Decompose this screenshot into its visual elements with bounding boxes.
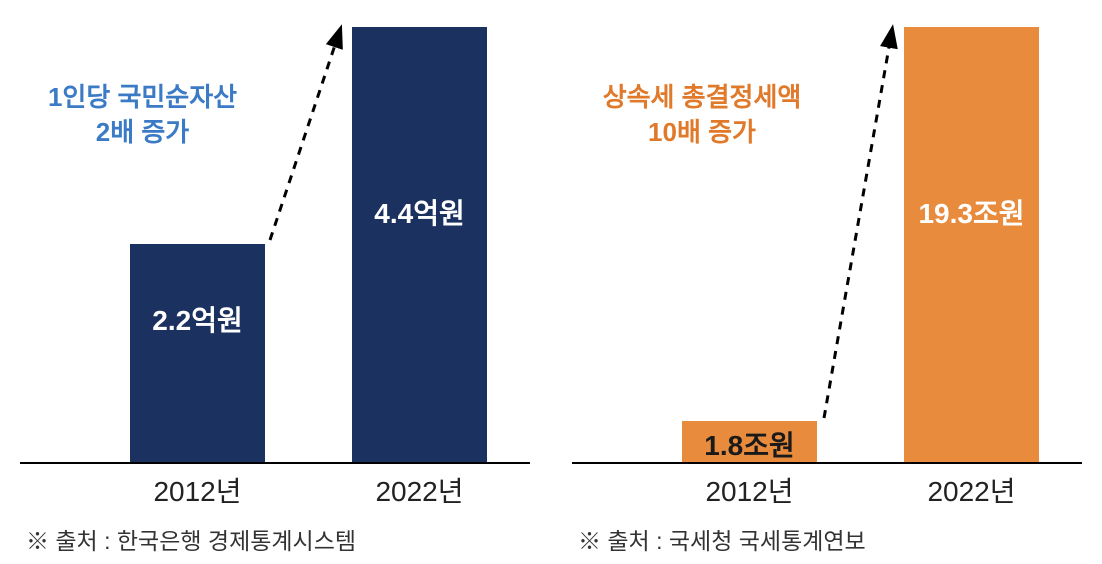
bar-1: 4.4억원 <box>352 27 487 462</box>
bar-0: 2.2억원 <box>130 244 265 462</box>
bar-value-label: 2.2억원 <box>130 299 265 339</box>
callout-line2: 10배 증가 <box>572 115 832 150</box>
bar-0: 1.8조원 <box>682 421 817 462</box>
bar-value-label: 1.8조원 <box>682 424 817 464</box>
source-citation: ※ 출처 : 한국은행 경제통계시스템 <box>26 522 356 556</box>
right-chart: 1.8조원 2012년 19.3조원 2022년 상속세 총결정세액10배 증가 ※ 출처… <box>572 0 1082 564</box>
callout-line1: 1인당 국민순자산 <box>20 80 265 115</box>
left-chart: 2.2억원 2012년 4.4억원 2022년 1인당 국민순자산2배 증가 ※ 출처 :… <box>20 0 530 564</box>
x-axis-label: 2012년 <box>672 470 827 510</box>
x-axis <box>572 462 1082 464</box>
x-axis <box>20 462 530 464</box>
callout: 상속세 총결정세액10배 증가 <box>572 80 832 150</box>
bar-1: 19.3조원 <box>904 27 1039 462</box>
source-citation: ※ 출처 : 국세청 국세통계연보 <box>578 522 866 556</box>
callout-line2: 2배 증가 <box>20 115 265 150</box>
x-axis-label: 2022년 <box>342 470 497 510</box>
x-axis-label: 2012년 <box>120 470 275 510</box>
callout-line1: 상속세 총결정세액 <box>572 80 832 115</box>
bar-value-label: 4.4억원 <box>352 192 487 232</box>
bar-value-label: 19.3조원 <box>904 192 1039 232</box>
x-axis-label: 2022년 <box>894 470 1049 510</box>
callout: 1인당 국민순자산2배 증가 <box>20 80 265 150</box>
